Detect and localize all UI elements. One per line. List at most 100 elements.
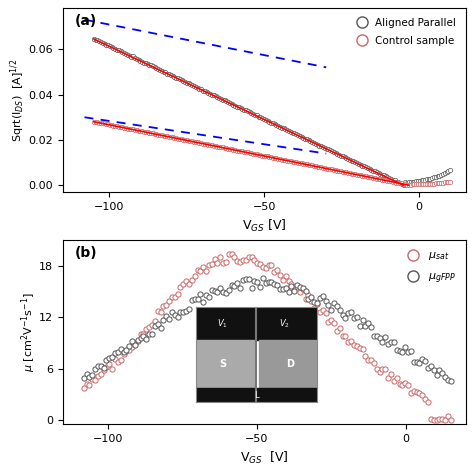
Point: [258, 115, 266, 122]
Point: [334, 150, 341, 157]
Point: [285, 277, 292, 285]
Point: [194, 266, 201, 273]
Point: [273, 267, 281, 274]
Point: [197, 267, 204, 275]
Point: [174, 135, 182, 142]
Point: [237, 104, 245, 112]
Point: [441, 179, 448, 186]
Point: [394, 179, 402, 186]
Point: [140, 333, 147, 340]
Point: [427, 416, 435, 423]
Point: [208, 142, 216, 149]
Point: [353, 171, 361, 178]
Point: [165, 315, 173, 323]
Point: [400, 180, 407, 188]
Point: [376, 368, 383, 375]
Point: [183, 79, 191, 87]
Point: [128, 126, 135, 133]
Point: [416, 390, 423, 397]
Point: [180, 309, 187, 316]
Point: [174, 290, 182, 297]
Point: [404, 348, 412, 356]
Point: [149, 129, 157, 137]
Point: [242, 275, 250, 283]
Point: [416, 177, 423, 184]
Point: [233, 103, 241, 110]
Point: [182, 277, 190, 285]
Point: [167, 133, 174, 141]
Point: [191, 295, 199, 303]
Point: [192, 138, 200, 146]
Point: [92, 36, 100, 44]
Point: [214, 93, 221, 100]
Point: [123, 347, 130, 355]
Point: [283, 157, 291, 164]
Point: [151, 322, 159, 329]
Point: [124, 51, 132, 59]
Point: [289, 158, 296, 165]
Point: [289, 129, 296, 137]
Point: [335, 167, 343, 175]
Point: [99, 39, 107, 46]
Point: [237, 284, 244, 292]
Point: [265, 278, 273, 286]
Point: [401, 379, 409, 386]
Point: [403, 179, 411, 186]
Point: [101, 120, 109, 128]
Point: [256, 260, 264, 267]
Point: [359, 162, 366, 169]
Point: [231, 146, 239, 154]
Point: [113, 46, 121, 54]
Point: [157, 324, 164, 332]
Point: [384, 374, 392, 382]
Point: [245, 275, 253, 283]
Point: [237, 147, 245, 155]
Point: [93, 118, 101, 126]
Point: [205, 262, 213, 269]
Point: [115, 46, 123, 54]
Point: [233, 147, 241, 155]
Text: (b): (b): [75, 246, 98, 260]
Point: [201, 88, 209, 95]
Point: [371, 168, 379, 175]
Point: [128, 337, 136, 345]
Point: [370, 359, 378, 366]
Point: [142, 59, 149, 67]
Point: [292, 159, 300, 166]
Point: [364, 164, 372, 172]
Point: [226, 99, 234, 107]
Point: [307, 137, 314, 145]
Point: [117, 47, 125, 55]
Point: [234, 279, 241, 287]
Point: [215, 94, 223, 101]
Point: [407, 181, 415, 188]
Point: [242, 107, 250, 114]
Point: [235, 147, 243, 155]
Point: [194, 84, 201, 91]
Point: [185, 280, 193, 288]
Point: [291, 287, 298, 295]
Point: [109, 354, 116, 361]
Point: [447, 377, 455, 384]
Point: [113, 122, 121, 130]
Point: [398, 180, 406, 187]
Point: [447, 178, 454, 186]
Point: [325, 165, 332, 173]
Point: [296, 283, 304, 291]
Point: [332, 166, 339, 174]
Point: [316, 294, 324, 301]
Point: [316, 308, 324, 316]
Point: [174, 75, 182, 82]
Point: [353, 313, 361, 321]
Point: [279, 276, 287, 284]
Point: [146, 330, 153, 337]
Point: [94, 373, 102, 380]
Point: [234, 258, 241, 265]
Point: [163, 312, 170, 320]
Point: [346, 156, 354, 164]
Point: [296, 288, 304, 296]
Point: [231, 283, 238, 290]
Point: [410, 358, 418, 365]
Point: [337, 152, 345, 159]
Point: [282, 272, 290, 280]
